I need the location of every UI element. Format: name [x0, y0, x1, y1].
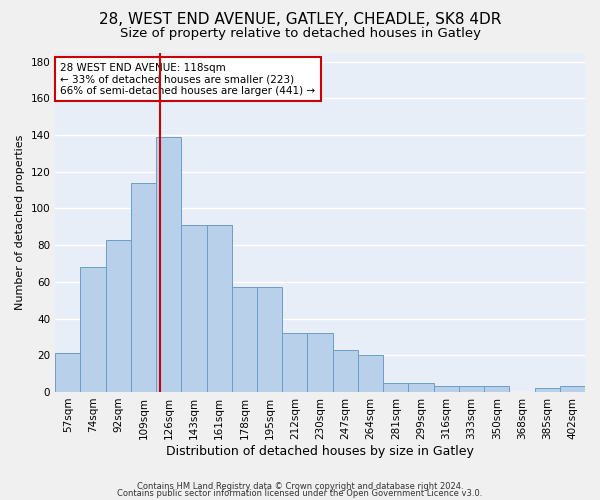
Bar	[332, 350, 358, 392]
Bar	[181, 225, 206, 392]
Bar	[257, 288, 282, 392]
Bar	[80, 267, 106, 392]
Bar	[232, 288, 257, 392]
Text: Size of property relative to detached houses in Gatley: Size of property relative to detached ho…	[119, 28, 481, 40]
Bar	[409, 383, 434, 392]
Bar	[156, 137, 181, 392]
Bar	[131, 183, 156, 392]
Bar	[358, 356, 383, 392]
Bar	[55, 354, 80, 392]
Bar	[383, 383, 409, 392]
X-axis label: Distribution of detached houses by size in Gatley: Distribution of detached houses by size …	[166, 444, 474, 458]
Bar	[282, 333, 307, 392]
Bar	[434, 386, 459, 392]
Text: 28, WEST END AVENUE, GATLEY, CHEADLE, SK8 4DR: 28, WEST END AVENUE, GATLEY, CHEADLE, SK…	[99, 12, 501, 28]
Text: 28 WEST END AVENUE: 118sqm
← 33% of detached houses are smaller (223)
66% of sem: 28 WEST END AVENUE: 118sqm ← 33% of deta…	[61, 62, 316, 96]
Bar	[307, 333, 332, 392]
Bar	[459, 386, 484, 392]
Bar	[206, 225, 232, 392]
Y-axis label: Number of detached properties: Number of detached properties	[15, 134, 25, 310]
Text: Contains public sector information licensed under the Open Government Licence v3: Contains public sector information licen…	[118, 490, 482, 498]
Bar	[106, 240, 131, 392]
Bar	[560, 386, 585, 392]
Bar	[484, 386, 509, 392]
Text: Contains HM Land Registry data © Crown copyright and database right 2024.: Contains HM Land Registry data © Crown c…	[137, 482, 463, 491]
Bar	[535, 388, 560, 392]
